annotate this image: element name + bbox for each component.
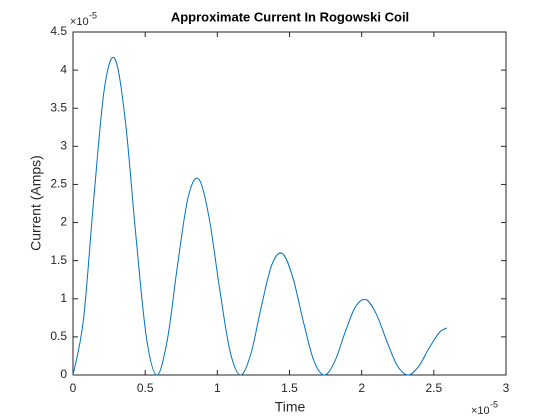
x-tick-label: 3: [503, 381, 510, 395]
x-tick-label: 2: [358, 381, 365, 395]
x-tick-label: 1: [214, 381, 221, 395]
y-tick-label: 3: [60, 139, 67, 153]
y-multiplier: ×10: [70, 16, 89, 28]
x-tick-label: 2.5: [425, 381, 442, 395]
x-tick-label: 1.5: [281, 381, 298, 395]
y-tick-label: 2.5: [50, 177, 67, 191]
line-series: [72, 56, 448, 376]
y-exponent: -5: [89, 10, 97, 20]
x-multiplier: ×10: [471, 405, 490, 417]
y-tick-label: 2: [60, 215, 67, 229]
x-tick-label: 0: [70, 381, 77, 395]
y-tick-label: 0: [60, 367, 67, 381]
y-tick-label: 4.5: [50, 24, 67, 38]
chart-title: Approximate Current In Rogowski Coil: [171, 9, 409, 24]
y-tick-label: 3.5: [50, 100, 67, 114]
y-tick-label: 4: [60, 62, 67, 76]
x-tick-label: 0.5: [137, 381, 154, 395]
axes-box: [72, 31, 507, 376]
y-tick-label: 0.5: [50, 329, 67, 343]
y-axis-label: Current (Amps): [28, 155, 44, 251]
x-exponent: -5: [490, 399, 498, 409]
y-tick-label: 1: [60, 291, 67, 305]
y-tick-label: 1.5: [50, 253, 67, 267]
x-axis-label: Time: [275, 399, 306, 415]
